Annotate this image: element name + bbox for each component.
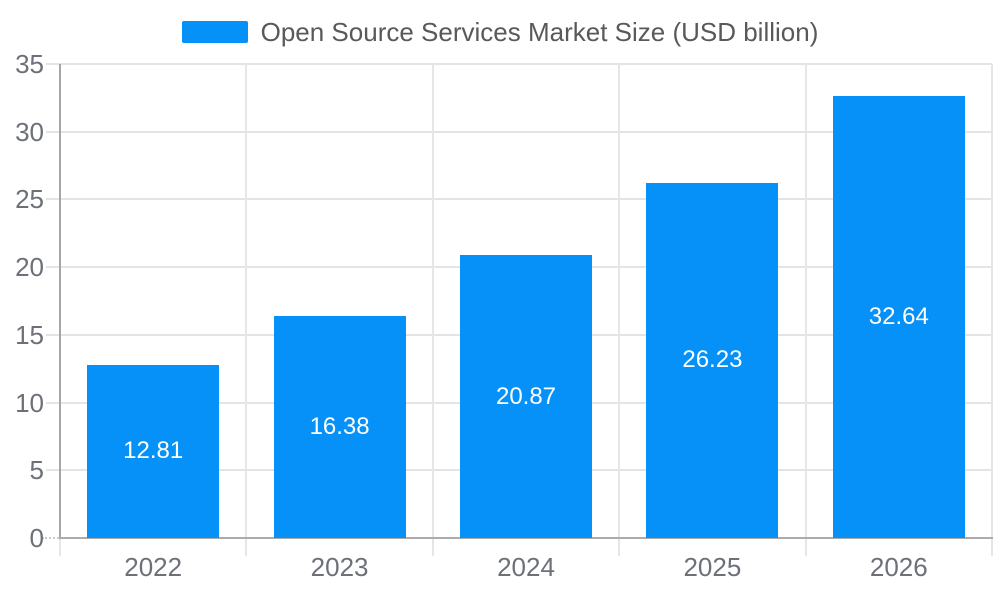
legend-label: Open Source Services Market Size (USD bi… bbox=[260, 16, 819, 47]
gridline-horizontal bbox=[46, 130, 992, 133]
x-tick-label-2026: 2026 bbox=[869, 552, 928, 582]
legend[interactable]: Open Source Services Market Size (USD bi… bbox=[0, 16, 1000, 48]
bar-2026[interactable] bbox=[832, 95, 965, 538]
bar-2024[interactable] bbox=[460, 255, 592, 538]
y-tick-label-35: 35 bbox=[15, 49, 44, 79]
y-tick-label-20: 20 bbox=[15, 252, 44, 283]
bar-2025[interactable] bbox=[646, 182, 779, 538]
gridline-vertical bbox=[804, 64, 807, 556]
legend-marker bbox=[181, 21, 248, 43]
x-tick-label-2022: 2022 bbox=[124, 552, 183, 582]
x-tick-label-2023: 2023 bbox=[310, 552, 369, 582]
y-tick-label-5: 5 bbox=[29, 455, 44, 486]
gridline-vertical bbox=[618, 64, 621, 556]
bar-2023[interactable] bbox=[273, 316, 406, 538]
y-tick-label-30: 30 bbox=[15, 116, 44, 147]
gridline-horizontal bbox=[46, 63, 992, 65]
bar-2022[interactable] bbox=[87, 364, 220, 538]
y-axis-line bbox=[59, 64, 61, 538]
y-tick-label-15: 15 bbox=[15, 319, 44, 350]
x-tick-label-2024: 2024 bbox=[497, 552, 555, 582]
y-tick-label-25: 25 bbox=[15, 184, 44, 215]
x-tick-label-2025: 2025 bbox=[683, 552, 742, 582]
gridline-vertical bbox=[245, 64, 248, 556]
y-tick-label-0: 0 bbox=[29, 523, 44, 553]
y-tick-label-10: 10 bbox=[15, 387, 44, 418]
x-axis-line bbox=[59, 537, 993, 539]
gridline-horizontal bbox=[46, 198, 992, 201]
zero-tick bbox=[42, 537, 59, 539]
gridline-vertical bbox=[431, 64, 434, 556]
gridline-vertical bbox=[991, 64, 993, 556]
